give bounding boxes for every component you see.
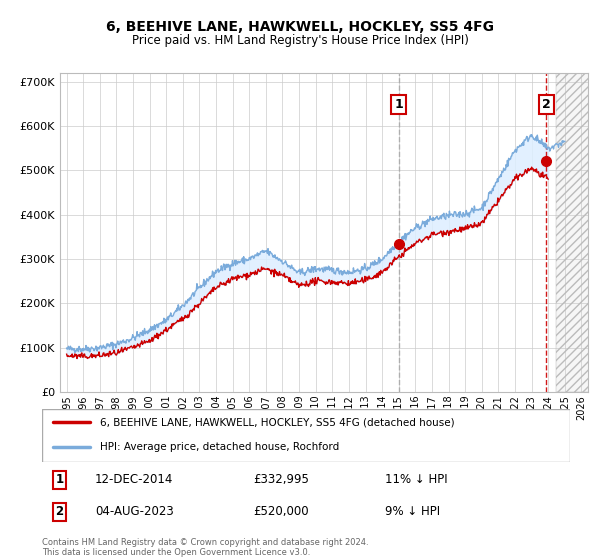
Text: HPI: Average price, detached house, Rochford: HPI: Average price, detached house, Roch… [100, 442, 340, 452]
Text: 1: 1 [55, 473, 64, 486]
Text: £520,000: £520,000 [253, 505, 309, 519]
Text: 04-AUG-2023: 04-AUG-2023 [95, 505, 173, 519]
Text: 2: 2 [55, 505, 64, 519]
FancyBboxPatch shape [42, 409, 570, 462]
Text: Price paid vs. HM Land Registry's House Price Index (HPI): Price paid vs. HM Land Registry's House … [131, 34, 469, 46]
Text: 11% ↓ HPI: 11% ↓ HPI [385, 473, 448, 486]
Text: £332,995: £332,995 [253, 473, 309, 486]
Bar [556, 73, 590, 392]
Text: Contains HM Land Registry data © Crown copyright and database right 2024.
This d: Contains HM Land Registry data © Crown c… [42, 538, 368, 557]
Text: 12-DEC-2014: 12-DEC-2014 [95, 473, 173, 486]
Text: 2: 2 [542, 98, 551, 111]
Text: 9% ↓ HPI: 9% ↓ HPI [385, 505, 440, 519]
Text: 1: 1 [394, 98, 403, 111]
Text: 6, BEEHIVE LANE, HAWKWELL, HOCKLEY, SS5 4FG (detached house): 6, BEEHIVE LANE, HAWKWELL, HOCKLEY, SS5 … [100, 417, 455, 427]
Text: 6, BEEHIVE LANE, HAWKWELL, HOCKLEY, SS5 4FG: 6, BEEHIVE LANE, HAWKWELL, HOCKLEY, SS5 … [106, 20, 494, 34]
Bar [556, 73, 590, 392]
